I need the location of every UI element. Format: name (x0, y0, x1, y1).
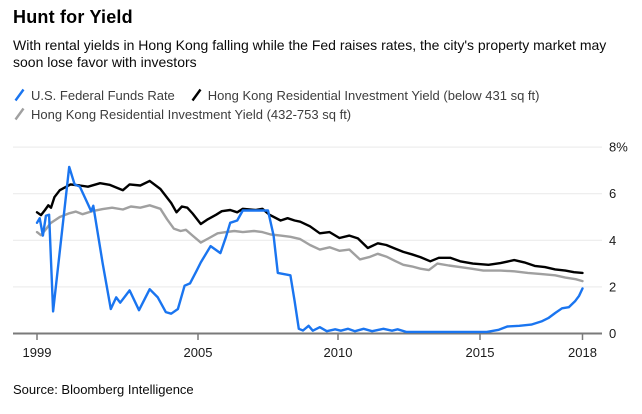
x-axis-label-1999: 1999 (23, 345, 52, 360)
legend-slash-icon (191, 88, 202, 102)
legend-label: Hong Kong Residential Investment Yield (… (31, 106, 352, 122)
x-axis-label-2005: 2005 (184, 345, 213, 360)
series-line-u-s-federal-funds-rate (35, 165, 584, 334)
series-line-hong-kong-residential-investment-yield-4 (35, 204, 584, 283)
source-note: Source: Bloomberg Intelligence (13, 382, 194, 397)
y-axis-label-2: 2 (609, 279, 616, 294)
line-chart: 8% 6 4 2 0 1999 2005 2010 2015 2018 (13, 140, 628, 360)
y-axis-label-6: 6 (609, 186, 616, 201)
x-axis-label-2018: 2018 (568, 345, 597, 360)
series-line-hong-kong-residential-investment-yield-b (35, 179, 584, 275)
legend-slash-icon (14, 88, 25, 102)
legend-slash-icon (14, 107, 25, 121)
legend-item-u-s-federal-funds-rate: U.S. Federal Funds Rate (14, 86, 175, 104)
chart-subtitle: With rental yields in Hong Kong falling … (13, 37, 607, 70)
chart-legend: U.S. Federal Funds Rate Hong Kong Residen… (14, 86, 628, 123)
legend-label: U.S. Federal Funds Rate (31, 87, 175, 103)
x-axis-label-2010: 2010 (324, 345, 353, 360)
y-axis-label-0: 0 (609, 326, 616, 341)
y-axis-label-8: 8% (609, 140, 628, 155)
y-axis-label-4: 4 (609, 233, 616, 248)
legend-item-hong-kong-residential-investment-yield-b: Hong Kong Residential Investment Yield (… (191, 86, 540, 104)
legend-label: Hong Kong Residential Investment Yield (… (207, 87, 540, 103)
x-axis-label-2015: 2015 (466, 345, 495, 360)
legend-item-hong-kong-residential-investment-yield-4: Hong Kong Residential Investment Yield (… (14, 105, 351, 123)
chart-title: Hunt for Yield (13, 7, 133, 27)
